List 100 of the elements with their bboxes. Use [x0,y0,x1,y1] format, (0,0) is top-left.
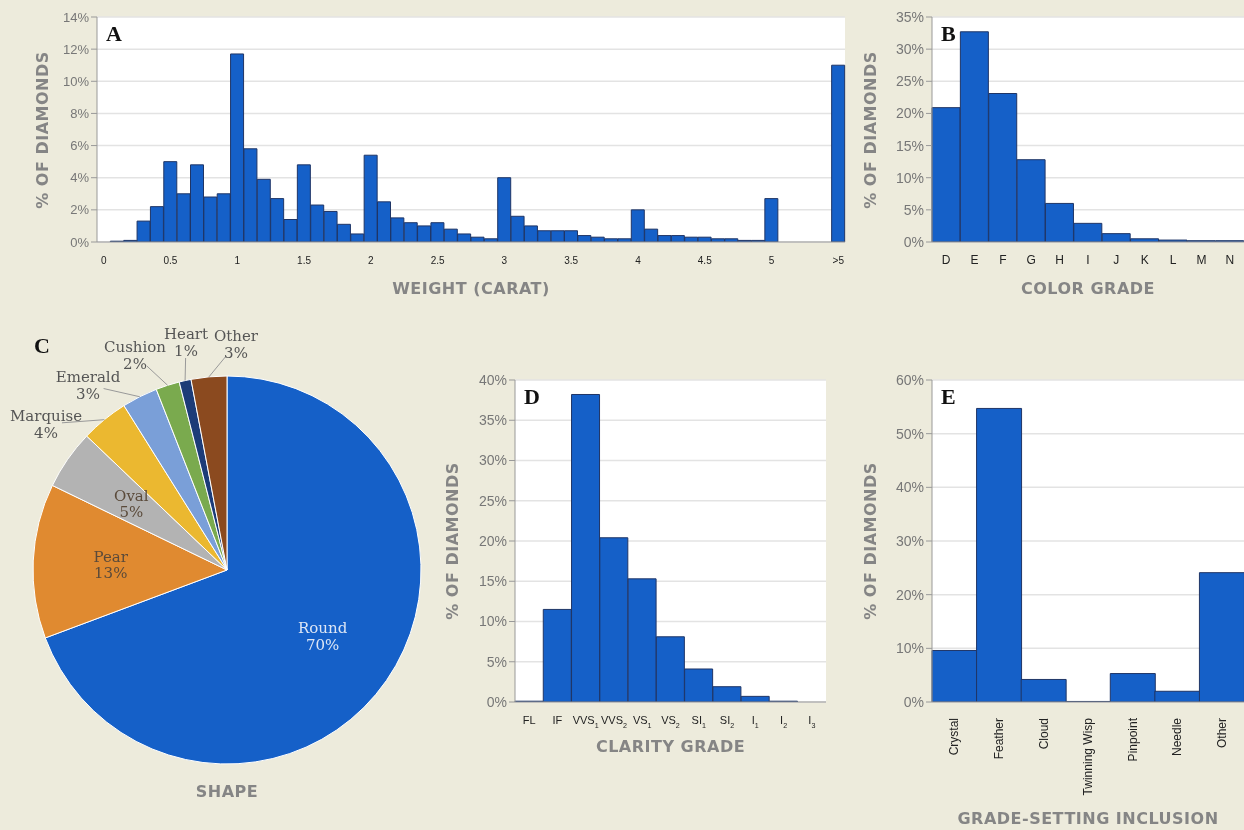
x-tick-label: 3.5 [564,255,579,266]
x-tick-label: I$_{3}$ [808,714,816,730]
x-tick-label: K [1140,253,1149,267]
x-tick-label: SI$_{2}$ [719,714,735,730]
y-tick-label: 60% [895,371,924,388]
x-tick-label: VVS$_{2}$ [600,714,627,730]
y-axis-title: % OF DIAMONDS [860,462,880,620]
x-tick-label: VS$_{2}$ [661,714,680,730]
x-tick-label: Crystal [947,718,962,756]
data-label: 3% [224,343,248,362]
x-tick-label: >5 [832,255,845,266]
slice-label: Marquise [9,407,83,425]
y-tick-label: 15% [895,137,924,154]
chart-title: A [106,21,122,47]
y-tick-label: 25% [478,492,507,509]
data-label: 70% [305,635,340,654]
x-tick-label: 2.5 [430,255,445,266]
y-tick-label: 10% [478,613,507,630]
y-tick-label: 8% [70,106,90,122]
y-tick-label: 10% [895,169,924,186]
x-tick-label: IF [552,714,563,726]
y-tick-label: 5% [486,653,507,670]
x-tick-label: M [1196,253,1207,267]
y-tick-label: 0% [486,693,507,710]
x-tick-label: 3 [501,255,508,266]
x-tick-label: J [1113,253,1120,267]
x-tick-label: 1 [234,255,241,266]
x-tick-label: H [1055,253,1064,267]
x-tick-label: SI$_{1}$ [691,714,706,730]
slice-label: Emerald [55,368,121,386]
y-tick-label: 25% [895,73,924,90]
y-tick-label: 35% [478,412,507,429]
x-axis-title: WEIGHT (CARAT) [391,279,551,298]
x-tick-label: Needle [1170,717,1185,757]
x-tick-label: 2 [368,255,375,266]
x-tick-label: I$_{1}$ [751,714,759,730]
y-tick-label: 4% [70,170,90,186]
x-axis-title: COLOR GRADE [1020,279,1156,298]
data-label: 4% [34,423,58,442]
slice-label: Round [298,619,348,638]
y-tick-label: 5% [903,201,924,218]
x-tick-label: Pinpoint [1125,717,1140,762]
x-tick-label: 1.5 [297,255,312,266]
y-tick-label: 35% [895,8,924,25]
x-tick-label: Twinning Wisp [1081,717,1096,796]
y-tick-label: 20% [895,105,924,122]
y-tick-label: 0% [903,693,924,710]
x-tick-label: 5 [768,255,775,266]
slice-label: Other [213,327,259,345]
x-tick-label: L [1169,253,1177,267]
x-tick-label: Other [1214,718,1229,749]
y-tick-label: 40% [478,371,507,388]
x-tick-label: I$_{2}$ [780,714,788,730]
y-tick-label: 14% [62,9,90,25]
x-tick-label: E [970,253,979,267]
y-tick-label: 30% [895,41,924,58]
y-tick-label: 30% [478,452,507,469]
text: SHAPE [194,782,260,801]
y-axis-title: % OF DIAMONDS [442,462,462,620]
data-label: 3% [76,384,100,403]
y-tick-label: 12% [62,41,90,57]
x-tick-label: G [1026,253,1036,267]
y-tick-label: 15% [478,573,507,590]
y-tick-label: 40% [895,479,924,496]
x-tick-label: D [941,253,951,267]
data-label: 2% [123,354,147,373]
y-tick-label: 10% [62,73,90,89]
x-tick-label: 0 [100,255,107,266]
x-axis-title: CLARITY GRADE [594,737,747,756]
chart-title: B [941,21,956,47]
x-tick-label: Cloud [1036,718,1051,750]
y-tick-label: 20% [478,532,507,549]
chart-title: C [34,333,50,359]
x-tick-label: VVS$_{1}$ [572,714,599,730]
y-tick-label: 2% [70,202,90,218]
y-tick-label: 50% [895,425,924,442]
slice-label: Oval [114,486,149,505]
x-axis-title: GRADE-SETTING INCLUSION [956,809,1220,828]
x-tick-label: 0.5 [163,255,178,266]
x-tick-label: F [999,253,1007,267]
data-label: 1% [174,341,198,360]
x-tick-label: 4 [635,255,642,266]
data-label: 13% [94,564,128,583]
x-tick-label: N [1225,253,1235,267]
data-label: 5% [119,503,144,522]
y-tick-label: 0% [70,234,90,250]
x-tick-label: FL [522,714,536,726]
chart-title: E [941,384,956,410]
x-tick-label: Feather [992,718,1007,760]
x-tick-label: I [1086,253,1090,267]
slice-label: Pear [93,547,129,566]
x-tick-label: 4.5 [697,255,713,266]
y-tick-label: 30% [895,532,924,549]
y-tick-label: 10% [895,640,924,657]
y-axis-title: % OF DIAMONDS [32,50,52,209]
y-tick-label: 0% [903,233,924,250]
y-axis-title: % OF DIAMONDS [860,50,880,209]
x-tick-label: VS$_{1}$ [632,714,652,730]
y-tick-label: 6% [70,138,90,154]
y-tick-label: 20% [895,586,924,603]
